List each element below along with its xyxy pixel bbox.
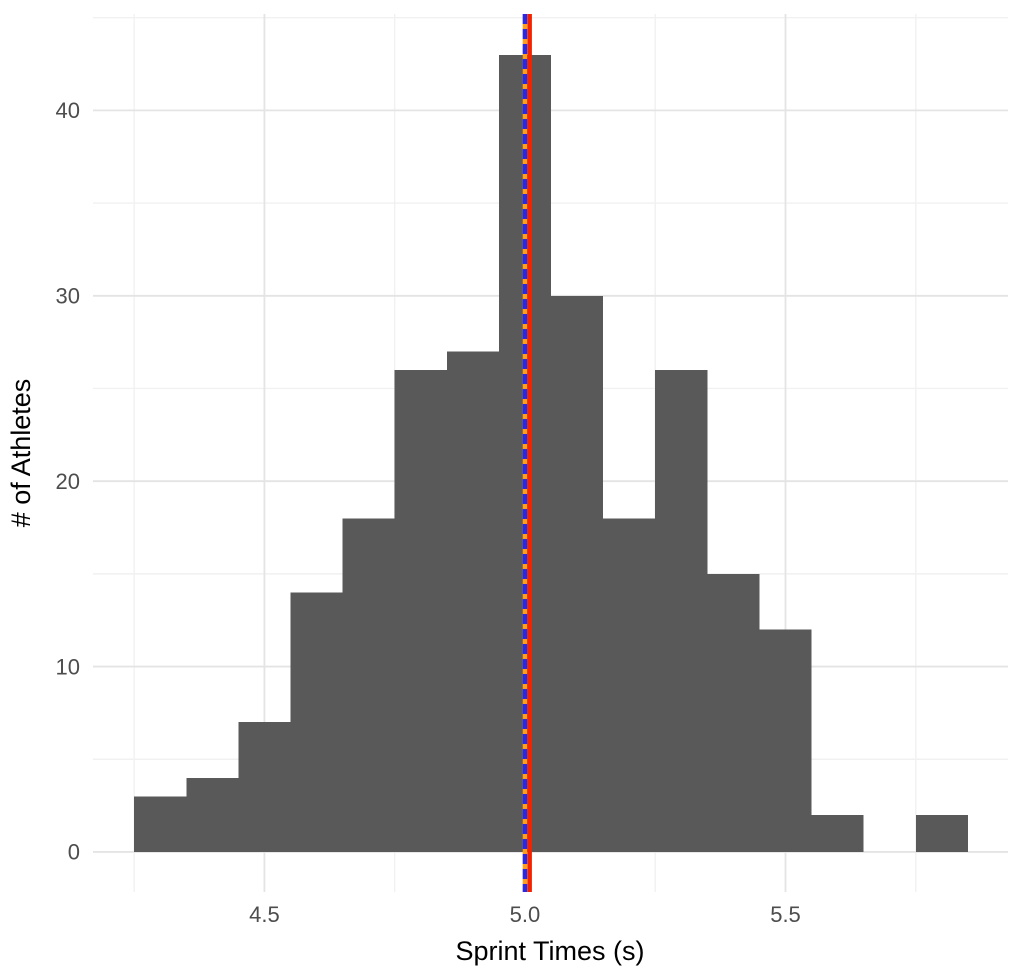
histogram-bar (759, 629, 812, 852)
y-tick-label: 10 (56, 654, 80, 679)
x-tick-label: 5.0 (510, 902, 541, 927)
reference-lines (522, 14, 532, 892)
histogram-bar (603, 518, 656, 852)
x-tick-label: 4.5 (249, 902, 280, 927)
y-tick-label: 0 (68, 840, 80, 865)
histogram-bar (290, 592, 343, 852)
y-axis-tick-labels: 0 10 20 30 40 (56, 98, 80, 865)
y-tick-label: 30 (56, 283, 80, 308)
histogram-bar (186, 777, 239, 852)
histogram-bar (915, 814, 968, 852)
histogram-bar (707, 573, 760, 852)
histogram-bar (551, 295, 604, 852)
x-tick-label: 5.5 (770, 902, 801, 927)
histogram-bar (394, 369, 447, 852)
histogram-bar (811, 814, 864, 852)
x-axis-tick-labels: 4.5 5.0 5.5 (249, 902, 801, 927)
y-tick-label: 20 (56, 469, 80, 494)
histogram-bar (238, 722, 291, 852)
histogram-bar (446, 351, 499, 852)
y-axis-title: # of Athletes (6, 379, 36, 528)
histogram-bar (134, 796, 187, 852)
x-axis-title: Sprint Times (s) (455, 936, 644, 966)
histogram-bar (655, 369, 708, 852)
histogram-bars (134, 54, 968, 852)
histogram-bar (342, 518, 395, 852)
y-tick-label: 40 (56, 98, 80, 123)
